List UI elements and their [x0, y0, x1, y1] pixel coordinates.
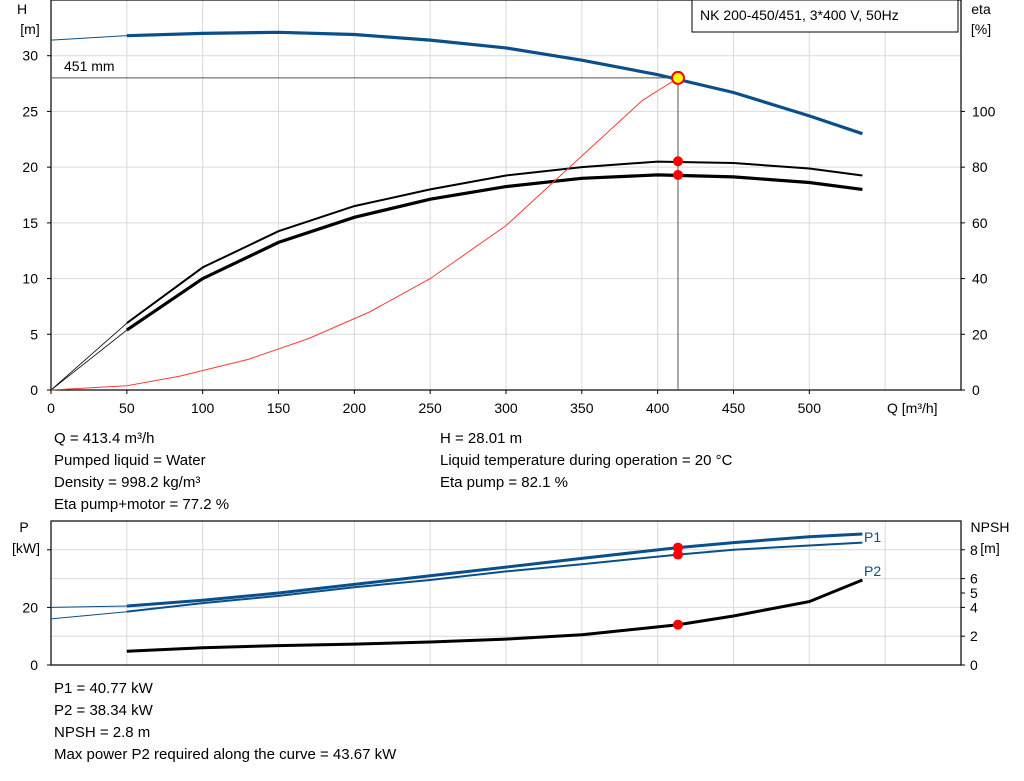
- x-tick-label-350: 350: [570, 400, 594, 416]
- x-tick-label-50: 50: [119, 400, 135, 416]
- p1-series-label: P1: [864, 529, 881, 545]
- eta-tick-label-80: 80: [972, 159, 988, 175]
- info-eta-pump: Eta pump = 82.1 %: [440, 474, 568, 491]
- npsh-tick-label-2: 2: [970, 628, 978, 644]
- p1-curve: [126, 532, 863, 608]
- p-tick-label-0: 0: [30, 657, 38, 673]
- eta-tick-label-0: 0: [972, 382, 980, 398]
- npsh-tick-label-0: 0: [970, 657, 978, 673]
- x-tick-label-450: 450: [722, 400, 746, 416]
- npsh-axis-unit: [m]: [980, 540, 999, 556]
- p-axis-unit: [kW]: [12, 540, 40, 556]
- eta-total-curve: [125, 173, 863, 332]
- info-eta-total: Eta pump+motor = 77.2 %: [54, 496, 230, 513]
- h-tick-label-25: 25: [22, 103, 38, 119]
- x-tick-label-150: 150: [267, 400, 291, 416]
- h-axis-title: H: [17, 1, 27, 17]
- info-max-power: Max power P2 required along the curve = …: [54, 746, 397, 763]
- x-tick-label-0: 0: [47, 400, 55, 416]
- top-chart-marks: [50, 30, 863, 391]
- x-tick-label-250: 250: [418, 400, 442, 416]
- p2-series-label: P2: [864, 563, 881, 579]
- p2-curve: [126, 541, 863, 613]
- chart-title: NK 200-450/451, 3*400 V, 50Hz: [700, 7, 899, 23]
- npsh-point: [672, 619, 683, 630]
- impeller-label: 451 mm: [64, 58, 115, 74]
- h-tick-label-30: 30: [22, 48, 38, 64]
- info-p1: P1 = 40.77 kW: [54, 680, 153, 697]
- eta-point-0: [672, 156, 683, 167]
- eta-pump-curve: [126, 160, 863, 324]
- h-axis-unit: [m]: [20, 21, 39, 37]
- h-curve-extension: [50, 35, 127, 41]
- x-axis-label: Q [m³/h]: [887, 400, 938, 416]
- eta-point-1: [672, 169, 683, 180]
- info-head: H = 28.01 m: [440, 430, 523, 447]
- info-block-right: H = 28.01 m Liquid temperature during op…: [440, 428, 732, 494]
- eta-tick-label-60: 60: [972, 215, 988, 231]
- npsh-tick-label-4: 4: [970, 599, 978, 615]
- eta-axis-title: eta: [971, 1, 991, 17]
- eta-tick-label-40: 40: [972, 271, 988, 287]
- h-tick-label-10: 10: [22, 271, 38, 287]
- h-tick-label-0: 0: [30, 382, 38, 398]
- p-tick-label-20: 20: [22, 599, 38, 615]
- eta-tick-label-100: 100: [972, 103, 996, 119]
- eta-total-extension: [50, 329, 128, 391]
- bottom-grid: [50, 520, 962, 666]
- x-tick-label-300: 300: [494, 400, 518, 416]
- eta-pump-extension: [50, 322, 128, 391]
- p1-extension: [50, 605, 127, 608]
- chart-labels: 0 50 100 150 200 250 300 350 400 450 500 Q [m³/h]05…: [12, 0, 1009, 673]
- npsh-axis-title: NPSH: [971, 519, 1010, 535]
- info-density: Density = 998.2 kg/m³: [54, 474, 201, 491]
- x-tick-label-400: 400: [646, 400, 670, 416]
- eta-tick-label-20: 20: [972, 326, 988, 342]
- npsh-tick-label-6: 6: [970, 571, 978, 587]
- h-curve: [126, 30, 863, 136]
- info-temperature: Liquid temperature during operation = 20…: [440, 452, 733, 469]
- h-tick-label-20: 20: [22, 159, 38, 175]
- npsh-tick-label-8: 8: [970, 542, 978, 558]
- power-point-1: [672, 549, 683, 560]
- h-tick-label-5: 5: [30, 326, 38, 342]
- operating-point: [670, 70, 685, 85]
- x-tick-label-500: 500: [798, 400, 822, 416]
- top-grid: [50, 0, 962, 391]
- h-tick-label-15: 15: [22, 215, 38, 231]
- info-flow: Q = 413.4 m³/h: [54, 430, 155, 447]
- title-box: [691, 0, 959, 33]
- x-tick-label-100: 100: [191, 400, 215, 416]
- info-block-left: Q = 413.4 m³/h Pumped liquid = Water Den…: [54, 428, 229, 516]
- npsh-curve: [126, 578, 863, 653]
- p2-extension: [50, 611, 127, 620]
- info-liquid: Pumped liquid = Water: [54, 452, 206, 469]
- p-axis-title: P: [19, 519, 28, 535]
- npsh-tick-label-5: 5: [970, 585, 978, 601]
- bottom-chart-marks: [50, 532, 863, 653]
- system-curve: [50, 77, 679, 391]
- info-npsh: NPSH = 2.8 m: [54, 724, 151, 741]
- info-block-bottom: P1 = 40.77 kW P2 = 38.34 kW NPSH = 2.8 m…: [54, 678, 396, 766]
- info-p2: P2 = 38.34 kW: [54, 702, 153, 719]
- x-tick-label-200: 200: [343, 400, 367, 416]
- power-point-0: [672, 542, 683, 553]
- eta-axis-unit: [%]: [971, 21, 991, 37]
